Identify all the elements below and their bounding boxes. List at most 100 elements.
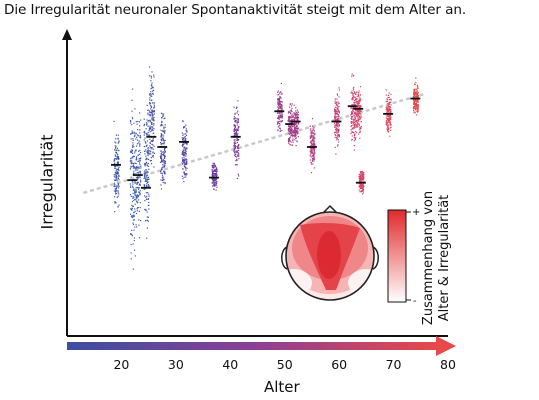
data-point [416,86,418,88]
data-point [362,172,364,174]
data-point [311,135,313,137]
data-point [136,166,138,168]
data-point [237,154,239,156]
data-point [151,143,153,145]
data-point [145,175,147,177]
data-point [139,193,141,195]
data-point [335,101,337,103]
data-point [387,121,389,123]
data-point [138,219,140,221]
data-point [113,159,116,161]
data-point [234,121,236,123]
data-point [183,162,185,164]
data-point [233,125,235,127]
data-point [236,112,238,114]
data-point [134,182,136,184]
data-point [146,227,148,229]
data-point [353,119,355,121]
data-point [313,139,315,141]
data-point [138,192,140,194]
data-point [235,132,237,134]
data-point [137,194,139,197]
data-point [213,172,215,174]
data-point [118,140,120,142]
data-point [149,75,151,77]
data-point [114,202,116,204]
data-point [291,134,293,136]
data-point [151,116,153,118]
data-point [185,155,187,157]
data-point [144,176,146,178]
data-point [352,120,354,122]
data-point [356,124,358,126]
data-point [185,169,187,171]
data-point [118,179,120,181]
data-point [151,119,153,121]
data-point [115,170,117,172]
data-point [163,143,165,145]
data-point [163,178,165,180]
data-point [362,176,364,178]
data-point [235,160,237,162]
data-point [359,129,361,131]
data-point [216,186,218,188]
data-point [152,151,154,153]
data-point [117,206,119,208]
data-point [280,82,282,85]
data-point [181,144,183,146]
data-point [144,188,146,190]
data-point [131,124,133,126]
data-point [312,132,314,134]
data-point [151,110,153,112]
data-point [131,209,133,211]
data-point [359,137,361,139]
data-point [215,167,218,169]
data-point [417,111,419,113]
data-point [146,150,149,152]
data-point [289,131,291,133]
data-point [151,87,153,89]
data-point [415,103,417,105]
data-point [134,173,136,175]
data-point [295,134,297,136]
data-point [144,170,146,172]
data-point [162,160,164,162]
data-point [116,190,118,192]
data-point [351,131,353,133]
data-point [338,112,341,114]
data-point [138,150,140,152]
data-point [118,193,120,195]
data-point [162,151,164,153]
data-point [161,120,163,122]
data-point [117,172,119,174]
data-point [338,96,340,98]
data-point [132,195,134,198]
data-point [236,106,238,108]
data-point [164,147,166,149]
data-point [277,126,279,128]
data-point [358,125,360,127]
data-point [185,152,187,154]
data-point [386,108,389,110]
data-point [164,183,166,185]
data-point [148,119,150,122]
data-point [361,179,363,181]
data-point [277,122,279,124]
data-point [234,145,236,147]
data-point [279,103,282,105]
data-point [130,186,132,188]
data-point [144,153,146,155]
data-point [214,170,216,172]
data-point [145,142,147,144]
data-point [289,133,291,135]
data-point [292,135,294,137]
data-point [132,152,134,154]
data-point [277,102,279,104]
data-point [288,140,290,142]
data-point [113,158,116,160]
data-point [147,184,150,186]
data-point [312,157,314,159]
x-tick-label: 60 [331,357,347,372]
data-point [135,159,137,161]
data-point [387,130,389,132]
